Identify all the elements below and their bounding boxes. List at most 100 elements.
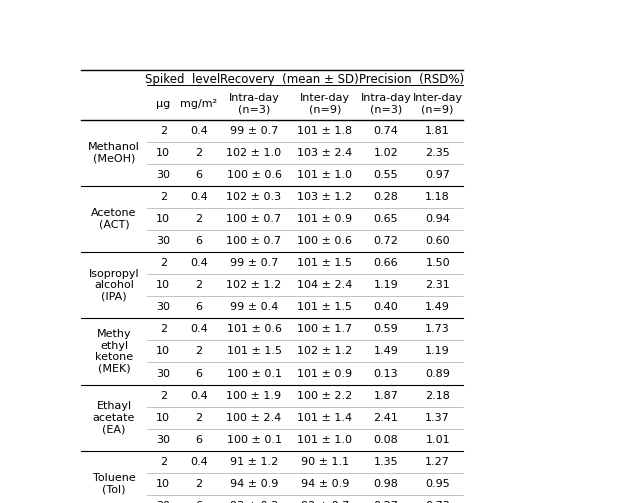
Text: 10: 10 bbox=[156, 214, 170, 224]
Text: 2.35: 2.35 bbox=[425, 148, 450, 158]
Text: 30: 30 bbox=[156, 170, 170, 180]
Text: 100 ± 0.7: 100 ± 0.7 bbox=[226, 236, 281, 246]
Text: 6: 6 bbox=[196, 302, 202, 312]
Text: µg: µg bbox=[156, 99, 170, 109]
Text: 10: 10 bbox=[156, 148, 170, 158]
Text: 101 ± 0.6: 101 ± 0.6 bbox=[226, 324, 281, 334]
Text: 30: 30 bbox=[156, 302, 170, 312]
Text: 10: 10 bbox=[156, 412, 170, 423]
Text: mg/m²: mg/m² bbox=[181, 99, 218, 109]
Text: 0.28: 0.28 bbox=[373, 192, 399, 202]
Text: 1.27: 1.27 bbox=[425, 457, 450, 467]
Text: 0.13: 0.13 bbox=[374, 369, 399, 378]
Text: 103 ± 1.2: 103 ± 1.2 bbox=[297, 192, 352, 202]
Text: 102 ± 1.2: 102 ± 1.2 bbox=[226, 280, 282, 290]
Text: 2: 2 bbox=[196, 412, 202, 423]
Text: 30: 30 bbox=[156, 501, 170, 503]
Text: 0.95: 0.95 bbox=[425, 479, 450, 489]
Text: 91 ± 1.2: 91 ± 1.2 bbox=[230, 457, 278, 467]
Text: 0.27: 0.27 bbox=[373, 501, 399, 503]
Text: Inter-day
(n=9): Inter-day (n=9) bbox=[413, 94, 463, 115]
Text: 0.73: 0.73 bbox=[425, 501, 450, 503]
Text: 102 ± 0.3: 102 ± 0.3 bbox=[226, 192, 281, 202]
Text: 1.87: 1.87 bbox=[373, 390, 399, 400]
Text: 0.08: 0.08 bbox=[374, 435, 399, 445]
Text: Intra-day
(n=3): Intra-day (n=3) bbox=[360, 94, 412, 115]
Text: 2.31: 2.31 bbox=[425, 280, 450, 290]
Text: 30: 30 bbox=[156, 369, 170, 378]
Text: 30: 30 bbox=[156, 435, 170, 445]
Text: 0.74: 0.74 bbox=[373, 126, 399, 136]
Text: Ethayl
acetate
(EA): Ethayl acetate (EA) bbox=[93, 401, 135, 434]
Text: 1.50: 1.50 bbox=[425, 258, 450, 268]
Text: 0.94: 0.94 bbox=[425, 214, 450, 224]
Text: 0.40: 0.40 bbox=[374, 302, 399, 312]
Text: Methanol
(MeOH): Methanol (MeOH) bbox=[88, 142, 140, 163]
Text: 0.4: 0.4 bbox=[190, 258, 208, 268]
Text: 101 ± 1.8: 101 ± 1.8 bbox=[297, 126, 352, 136]
Text: 2.18: 2.18 bbox=[425, 390, 450, 400]
Text: 0.4: 0.4 bbox=[190, 126, 208, 136]
Text: 1.73: 1.73 bbox=[425, 324, 450, 334]
Text: 100 ± 0.6: 100 ± 0.6 bbox=[226, 170, 281, 180]
Text: 100 ± 0.1: 100 ± 0.1 bbox=[226, 369, 281, 378]
Text: 2: 2 bbox=[196, 479, 202, 489]
Text: Recovery  (mean ± SD): Recovery (mean ± SD) bbox=[220, 73, 359, 86]
Text: 102 ± 1.2: 102 ± 1.2 bbox=[297, 347, 352, 357]
Text: 0.97: 0.97 bbox=[425, 170, 450, 180]
Text: 2: 2 bbox=[160, 258, 167, 268]
Text: 93 ± 0.3: 93 ± 0.3 bbox=[230, 501, 278, 503]
Text: 1.19: 1.19 bbox=[374, 280, 399, 290]
Text: 6: 6 bbox=[196, 501, 202, 503]
Text: 101 ± 0.9: 101 ± 0.9 bbox=[297, 214, 352, 224]
Text: 101 ± 1.4: 101 ± 1.4 bbox=[297, 412, 352, 423]
Text: 90 ± 1.1: 90 ± 1.1 bbox=[300, 457, 349, 467]
Text: 0.4: 0.4 bbox=[190, 457, 208, 467]
Text: 0.72: 0.72 bbox=[373, 236, 399, 246]
Text: 99 ± 0.7: 99 ± 0.7 bbox=[230, 126, 278, 136]
Text: 2: 2 bbox=[196, 214, 202, 224]
Text: 0.59: 0.59 bbox=[374, 324, 399, 334]
Text: 101 ± 1.5: 101 ± 1.5 bbox=[297, 258, 352, 268]
Text: Precision  (RSD%): Precision (RSD%) bbox=[359, 73, 465, 86]
Text: 0.4: 0.4 bbox=[190, 390, 208, 400]
Text: 1.81: 1.81 bbox=[425, 126, 450, 136]
Text: 10: 10 bbox=[156, 347, 170, 357]
Text: 0.65: 0.65 bbox=[374, 214, 399, 224]
Text: 2: 2 bbox=[196, 148, 202, 158]
Text: Intra-day
(n=3): Intra-day (n=3) bbox=[229, 94, 280, 115]
Text: 101 ± 1.5: 101 ± 1.5 bbox=[226, 347, 281, 357]
Text: 1.37: 1.37 bbox=[425, 412, 450, 423]
Text: 101 ± 1.0: 101 ± 1.0 bbox=[297, 435, 352, 445]
Text: 0.4: 0.4 bbox=[190, 192, 208, 202]
Text: 6: 6 bbox=[196, 435, 202, 445]
Text: 2: 2 bbox=[160, 324, 167, 334]
Text: 2: 2 bbox=[160, 126, 167, 136]
Text: 0.55: 0.55 bbox=[374, 170, 399, 180]
Text: 100 ± 0.1: 100 ± 0.1 bbox=[226, 435, 281, 445]
Text: Isopropyl
alcohol
(IPA): Isopropyl alcohol (IPA) bbox=[89, 269, 139, 302]
Text: 30: 30 bbox=[156, 236, 170, 246]
Text: 2.41: 2.41 bbox=[373, 412, 399, 423]
Text: 101 ± 0.9: 101 ± 0.9 bbox=[297, 369, 352, 378]
Text: 10: 10 bbox=[156, 479, 170, 489]
Text: 1.35: 1.35 bbox=[374, 457, 399, 467]
Text: Acetone
(ACT): Acetone (ACT) bbox=[91, 208, 137, 230]
Text: 1.18: 1.18 bbox=[425, 192, 450, 202]
Text: Toluene
(Tol): Toluene (Tol) bbox=[93, 473, 135, 494]
Text: 94 ± 0.9: 94 ± 0.9 bbox=[300, 479, 349, 489]
Text: 1.19: 1.19 bbox=[425, 347, 450, 357]
Text: 103 ± 2.4: 103 ± 2.4 bbox=[297, 148, 352, 158]
Text: 10: 10 bbox=[156, 280, 170, 290]
Text: 100 ± 2.2: 100 ± 2.2 bbox=[297, 390, 352, 400]
Text: 101 ± 1.0: 101 ± 1.0 bbox=[297, 170, 352, 180]
Text: 104 ± 2.4: 104 ± 2.4 bbox=[297, 280, 352, 290]
Text: 99 ± 0.7: 99 ± 0.7 bbox=[230, 258, 278, 268]
Text: 1.01: 1.01 bbox=[425, 435, 450, 445]
Text: 100 ± 0.6: 100 ± 0.6 bbox=[297, 236, 352, 246]
Text: 6: 6 bbox=[196, 236, 202, 246]
Text: 1.49: 1.49 bbox=[373, 347, 399, 357]
Text: 2: 2 bbox=[160, 390, 167, 400]
Text: 99 ± 0.4: 99 ± 0.4 bbox=[230, 302, 278, 312]
Text: 101 ± 1.5: 101 ± 1.5 bbox=[297, 302, 352, 312]
